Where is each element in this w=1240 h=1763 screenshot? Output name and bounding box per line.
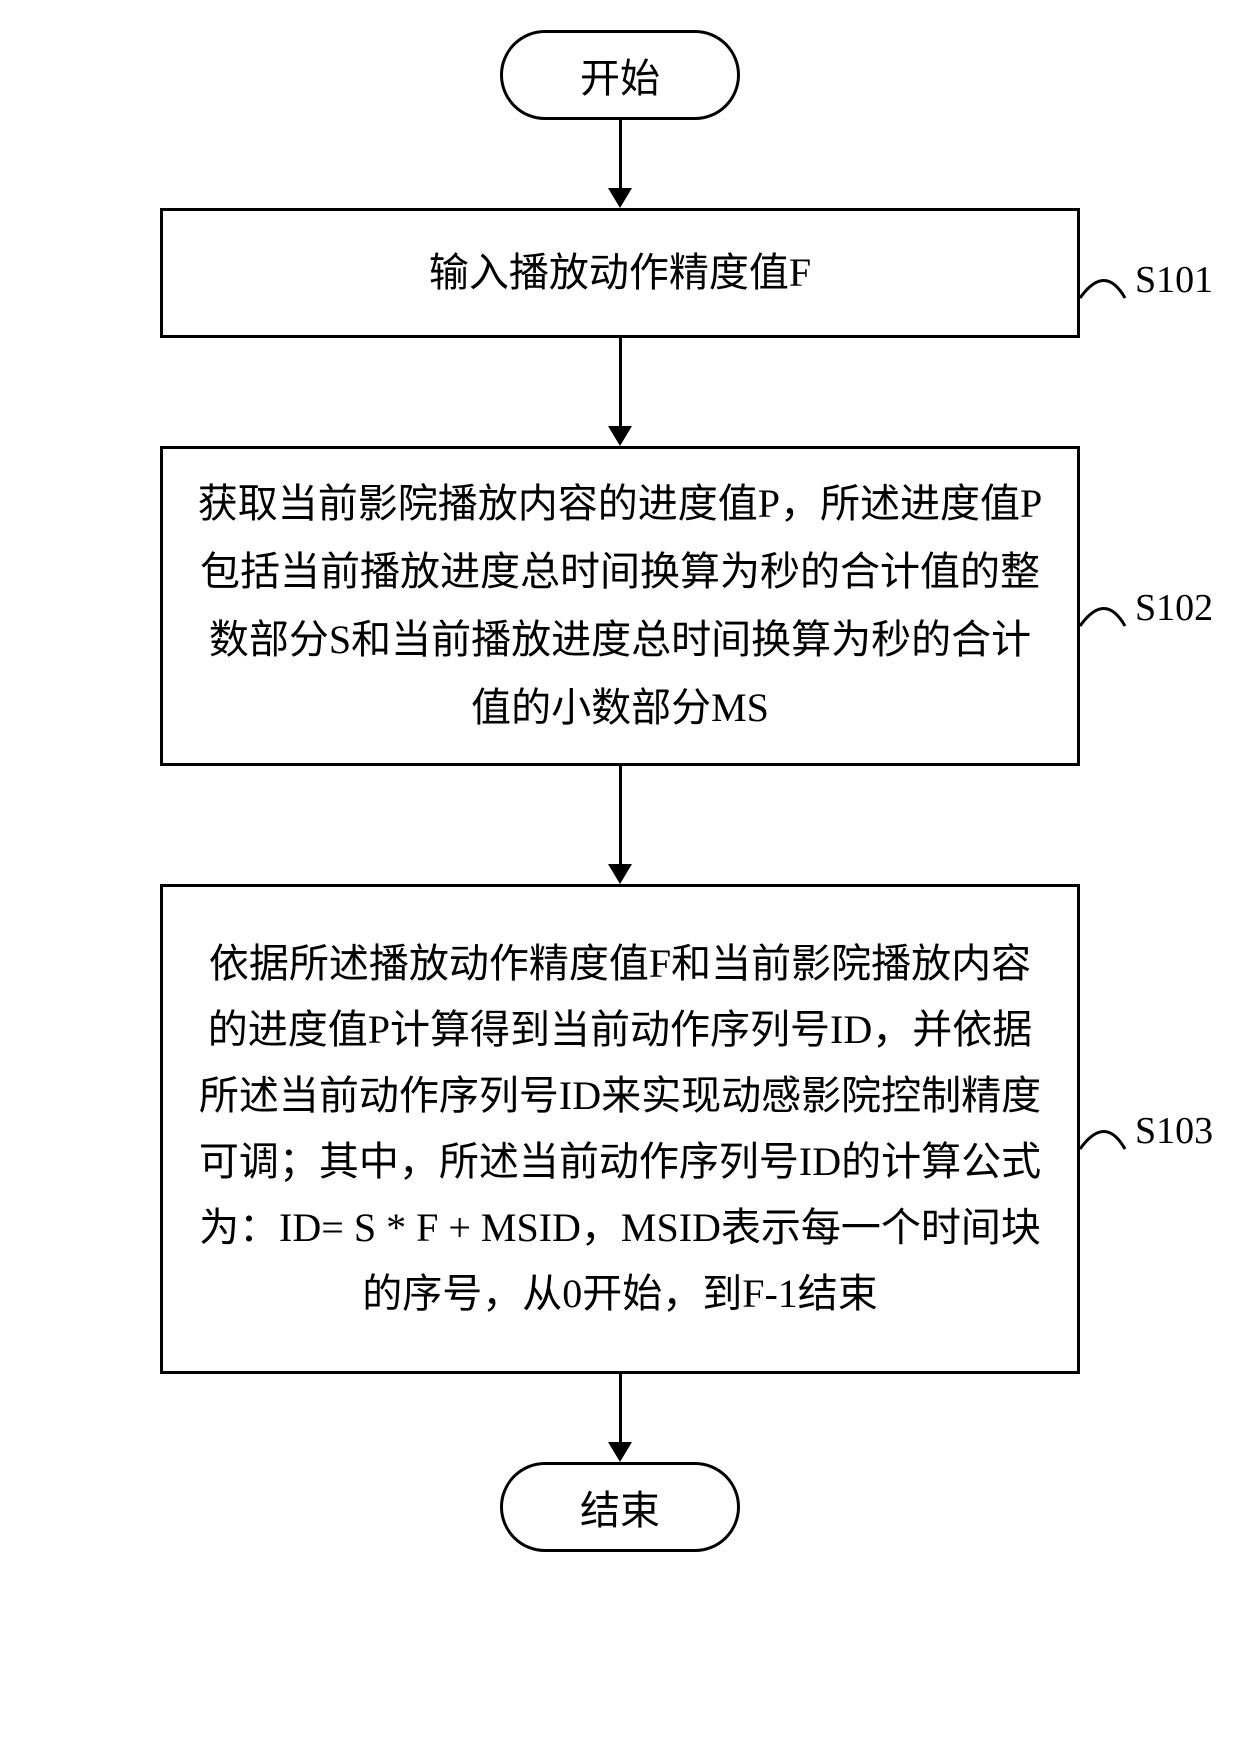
start-text: 开始: [580, 46, 660, 104]
s103-text: 依据所述播放动作精度值F和当前影院播放内容的进度值P计算得到当前动作序列号ID，…: [193, 931, 1047, 1327]
arrow-s103-to-end: [80, 1374, 1160, 1462]
process-s101: 输入播放动作精度值F: [160, 208, 1080, 338]
process-s103: 依据所述播放动作精度值F和当前影院播放内容的进度值P计算得到当前动作序列号ID，…: [160, 884, 1080, 1374]
start-node: 开始: [500, 30, 740, 120]
arrow-s101-to-s102: [80, 338, 1160, 446]
s101-text: 输入播放动作精度值F: [429, 245, 811, 301]
s101-label: S101: [1135, 258, 1213, 302]
process-s102: 获取当前影院播放内容的进度值P，所述进度值P包括当前播放进度总时间换算为秒的合计…: [160, 446, 1080, 766]
s102-label: S102: [1135, 586, 1213, 630]
flowchart-container: 开始 输入播放动作精度值F S101 获取当前影院播放内容的进度值P，所述进度值…: [80, 30, 1160, 1552]
s102-text: 获取当前影院播放内容的进度值P，所述进度值P包括当前播放进度总时间换算为秒的合计…: [193, 470, 1047, 742]
arrow-start-to-s101: [80, 120, 1160, 208]
end-node: 结束: [500, 1462, 740, 1552]
end-text: 结束: [580, 1478, 660, 1536]
arrow-s102-to-s103: [80, 766, 1160, 884]
s103-label: S103: [1135, 1109, 1213, 1153]
